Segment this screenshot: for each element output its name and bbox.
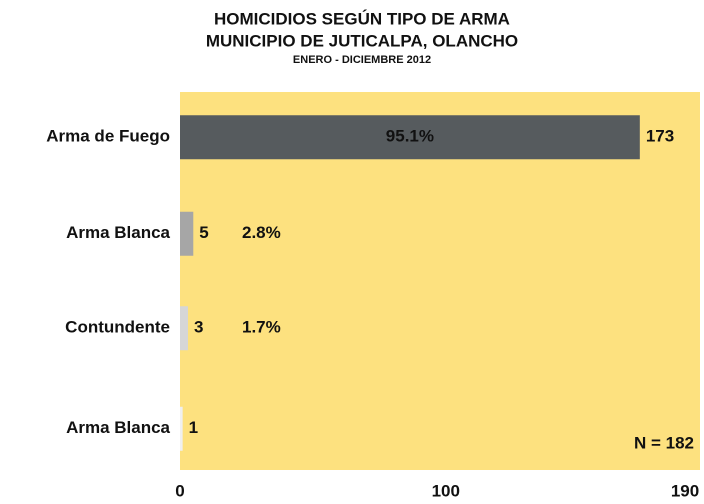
category-label: Contundente [65, 318, 170, 337]
value-label: 1 [189, 418, 198, 437]
bar [180, 115, 640, 160]
bar [180, 211, 194, 256]
category-label: Arma Blanca [66, 418, 170, 437]
category-label: Arma de Fuego [46, 127, 170, 146]
bar [180, 406, 183, 451]
value-label: 3 [194, 318, 203, 337]
chart-period: ENERO - DICIEMBRE 2012 [293, 54, 431, 66]
value-label: 5 [199, 223, 208, 242]
x-tick-label: 100 [432, 481, 460, 500]
bar [180, 306, 188, 351]
percent-label: 1.7% [242, 318, 281, 337]
percent-label: 95.1% [386, 127, 434, 146]
category-label: Arma Blanca [66, 223, 170, 242]
x-tick-label: 0 [175, 481, 184, 500]
value-label: 173 [646, 127, 674, 146]
x-tick-label: 190 [671, 481, 699, 500]
chart-title: HOMICIDIOS SEGÚN TIPO DE ARMA [214, 9, 510, 28]
annotation: N = 182 [634, 433, 694, 452]
percent-label: 2.8% [242, 223, 281, 242]
chart-subtitle: MUNICIPIO DE JUTICALPA, OLANCHO [206, 31, 518, 50]
